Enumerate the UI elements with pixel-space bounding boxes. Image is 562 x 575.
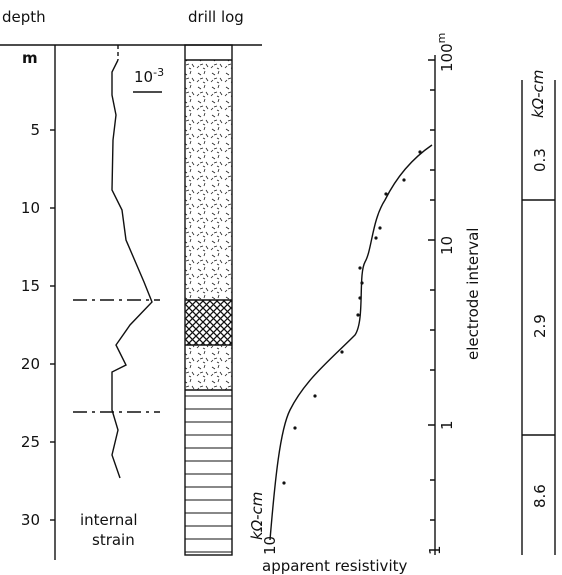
depth-tick-label: 30 [21,511,40,529]
x-axis-label: apparent resistivity [262,557,407,575]
point [384,192,388,196]
layer-boundaries [185,59,232,391]
x-unit: kΩ-cm [248,492,266,540]
point [358,296,362,300]
column [521,80,556,555]
drill-log [184,44,233,556]
layer-tuff [185,60,232,300]
point [313,394,317,398]
y-tick-label: 10 [438,236,456,255]
strain-curve [111,59,153,479]
depth-unit: m [22,49,38,67]
point [293,426,297,430]
strain-label: strain [92,531,135,549]
x-tick-label: 1 [426,545,444,555]
layer-value: 0.3 [531,148,549,172]
tick: 100 [438,43,456,72]
y-tick-label: 1 [438,420,456,430]
point [378,226,382,230]
y-axis-label: electrode interval [464,228,482,360]
strain-label: internal [80,511,138,529]
resistivity-curve [269,144,433,541]
point [360,281,364,285]
column-unit: kΩ-cm [529,70,547,118]
data-points [282,150,422,485]
tick-unit: m [435,33,448,44]
layer-sediment [185,390,232,555]
layer-tuff [185,345,232,390]
strain-unit: 10-3 [134,66,164,86]
point [356,313,360,317]
depth-tick-label: 10 [21,199,40,217]
header: drill log [188,8,244,26]
depth-tick-label: 5 [30,121,40,139]
point [358,266,362,270]
resistivity-plot: 100m 10 1 electrode interval 10 1 kΩ-cm … [248,33,482,575]
unit-exponent: -3 [153,66,164,79]
layer-hatched [185,300,232,345]
x-tick-label: 10 [261,536,279,555]
layer-resistivity: kΩ-cm 0.3 2.9 8.6 [521,70,556,555]
header: depth [2,8,46,26]
point [402,178,406,182]
depth-tick-label: 25 [21,433,40,451]
layer-value: 2.9 [531,314,549,338]
y-tick-label: 100m [435,33,456,72]
point [340,350,344,354]
layer-value: 8.6 [531,484,549,508]
point [282,481,286,485]
depth-tick-label: 20 [21,355,40,373]
unit-base: 10 [134,68,153,86]
point [374,236,378,240]
y-ticks [428,59,435,521]
point [418,150,422,154]
depth-tick-label: 15 [21,277,40,295]
